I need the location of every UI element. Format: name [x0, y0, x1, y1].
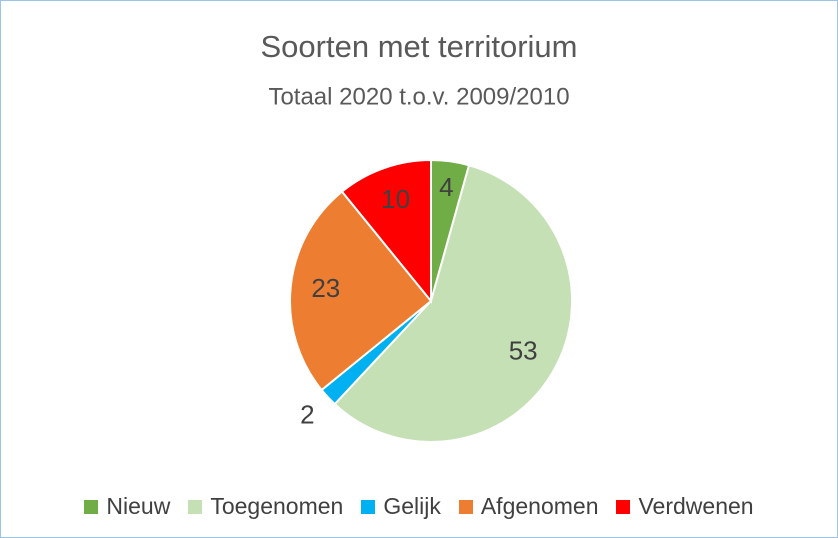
legend-label: Verdwenen [638, 493, 754, 519]
legend-item: Toegenomen [188, 493, 343, 520]
legend-swatch [188, 499, 203, 514]
pie-slice [340, 158, 432, 304]
legend: Nieuw Toegenomen Gelijk Afgenomen Verdwenen [1, 493, 837, 520]
data-label: 23 [311, 273, 340, 303]
legend-item: Gelijk [361, 493, 441, 520]
legend-label: Nieuw [106, 493, 171, 519]
legend-label: Toegenomen [210, 493, 344, 519]
legend-swatch [361, 499, 376, 514]
legend-label: Gelijk [383, 493, 441, 519]
legend-swatch [458, 499, 473, 514]
legend-swatch [616, 499, 631, 514]
data-label: 2 [300, 399, 314, 429]
data-label: 10 [381, 184, 410, 214]
pie-slice [333, 163, 573, 443]
pie-slice [289, 190, 433, 392]
legend-label: Afgenomen [480, 493, 599, 519]
legend-item: Afgenomen [458, 493, 599, 520]
chart-title: Soorten met territorium [261, 29, 578, 64]
legend-item: Nieuw [84, 493, 170, 520]
legend-item: Verdwenen [616, 493, 754, 520]
data-label: 4 [439, 172, 453, 202]
data-label: 53 [509, 336, 538, 366]
chart-subtitle: Totaal 2020 t.o.v. 2009/2010 [268, 83, 569, 110]
legend-swatch [84, 499, 99, 514]
